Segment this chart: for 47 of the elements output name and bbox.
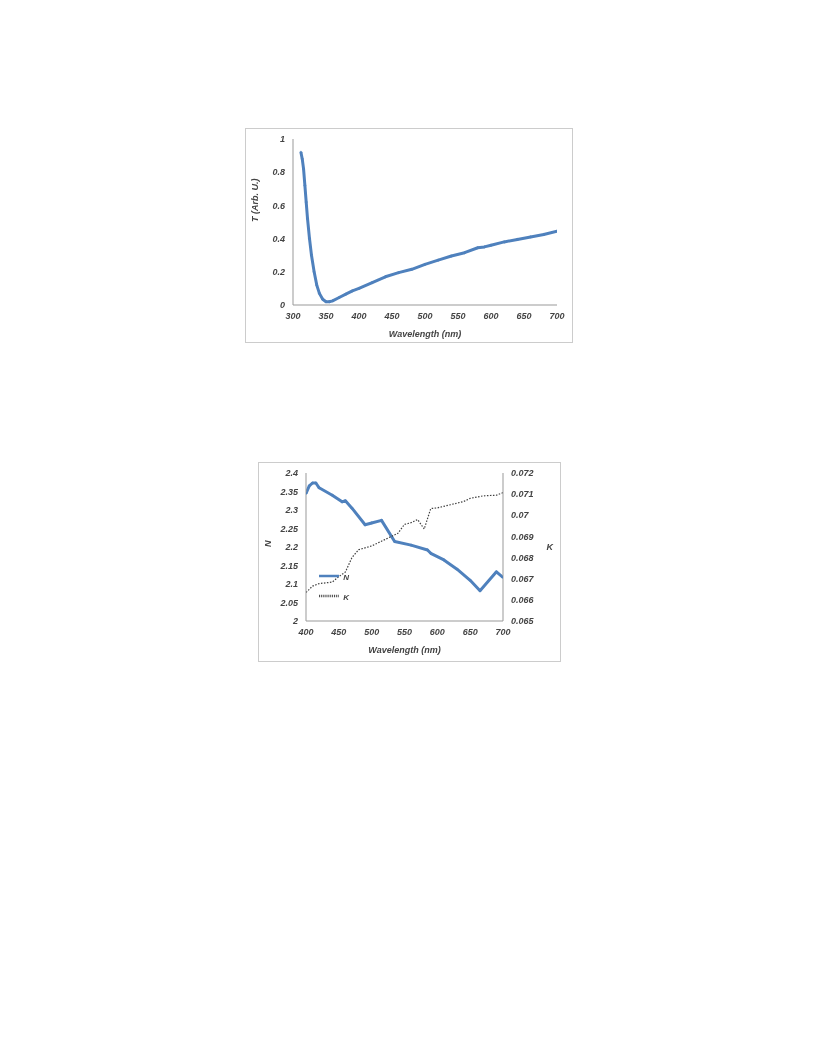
- line-series: [299, 150, 557, 304]
- y-tick-label: 2: [291, 616, 298, 627]
- x-tick-label: 550: [396, 627, 413, 638]
- x-tick-label: 600: [483, 311, 499, 322]
- y2-tick-label: 0.07: [511, 510, 530, 521]
- y2-tick-label: 0.069: [511, 531, 534, 542]
- x-tick-label: 500: [364, 627, 380, 638]
- x-tick-label: 450: [330, 627, 347, 638]
- x-tick-label: 550: [450, 311, 466, 322]
- x-tick-label: 650: [462, 627, 478, 638]
- y-tick-label: 0.2: [272, 266, 285, 277]
- x-tick-label: 600: [429, 627, 445, 638]
- x-tick-label: 650: [516, 311, 532, 322]
- y-tick-label: 0.4: [272, 233, 285, 244]
- x-axis-title: Wavelength (nm): [388, 329, 462, 339]
- x-tick-label: 500: [417, 311, 433, 322]
- y2-tick-label: 0.067: [511, 573, 535, 584]
- y-tick-label: 2.35: [279, 486, 299, 497]
- y2-tick-label: 0.066: [511, 595, 535, 606]
- y2-tick-label: 0.065: [511, 616, 535, 627]
- legend-label: K: [343, 592, 349, 602]
- x-tick-label: 400: [297, 627, 314, 638]
- y-tick-label: 2.25: [279, 523, 299, 534]
- y2-tick-label: 0.068: [511, 552, 534, 563]
- y-tick-label: 2.15: [279, 560, 299, 571]
- x-tick-label: 700: [495, 627, 511, 638]
- y2-tick-label: 0.071: [511, 489, 534, 500]
- y-tick-label: 1: [279, 134, 285, 145]
- y-tick-label: 0.6: [272, 200, 286, 211]
- y-tick-label: 0.8: [272, 167, 285, 178]
- y-tick-label: 2.4: [284, 468, 298, 479]
- y-tick-label: 2.3: [284, 505, 298, 516]
- y-tick-label: 2.2: [284, 542, 298, 553]
- y-axis-title: N: [263, 540, 274, 547]
- x-tick-label: 450: [383, 311, 400, 322]
- y2-axis-title: K: [546, 542, 555, 553]
- legend-label: N: [343, 572, 349, 582]
- y-tick-label: 2.05: [279, 597, 299, 608]
- y-tick-label: 0: [279, 300, 285, 311]
- y-tick-label: 2.1: [284, 579, 298, 590]
- x-tick-label: 400: [350, 311, 367, 322]
- x-tick-label: 300: [285, 311, 301, 322]
- x-tick-label: 350: [318, 311, 334, 322]
- x-tick-label: 700: [549, 311, 565, 322]
- y-axis-title: T (Arb. U.): [250, 178, 261, 222]
- x-axis-title: Wavelength (nm): [368, 645, 441, 655]
- y2-tick-label: 0.072: [511, 468, 534, 479]
